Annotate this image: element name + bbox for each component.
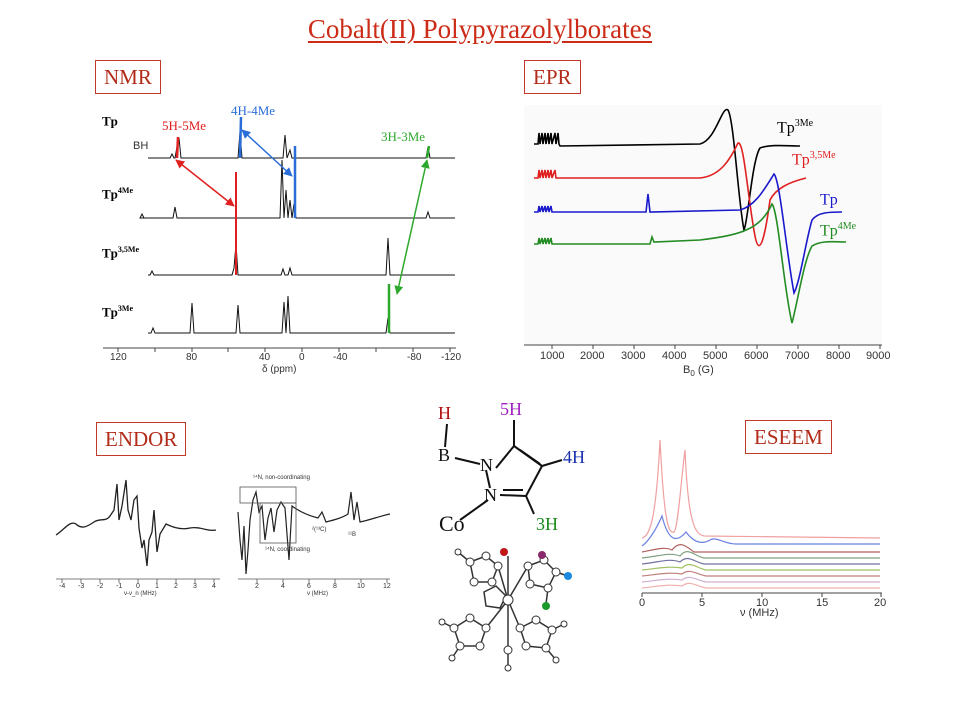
- nmr-xtick: 120: [110, 352, 127, 363]
- epr-xtick: 4000: [662, 350, 687, 362]
- eseem-xtick: 10: [756, 597, 769, 609]
- endor-xtick: 0: [136, 583, 140, 590]
- epr-xtick: 2000: [580, 350, 605, 362]
- endor-right-xlabel: ν (MHz): [307, 591, 328, 597]
- mol-n2-atom: N: [484, 485, 497, 505]
- mol-h-atom: H: [438, 403, 451, 423]
- eseem-xtick: 15: [816, 597, 829, 609]
- page-title: Cobalt(II) Polypyrazolylborates: [307, 14, 653, 44]
- nmr-xtick: -80: [407, 352, 422, 363]
- mol-3h-label: 3H: [536, 514, 558, 534]
- mol-co-atom: Co: [439, 511, 465, 536]
- epr-xtick: 7000: [785, 350, 810, 362]
- epr-label: EPR: [524, 60, 581, 94]
- epr-xtick: 3000: [621, 350, 646, 362]
- endor-xtick: 2: [174, 583, 178, 590]
- endor-xtick: 3: [193, 583, 197, 590]
- endor-label: ENDOR: [96, 422, 187, 456]
- endor-xtick: -2: [97, 583, 104, 590]
- endor-xtick: -4: [59, 583, 66, 590]
- endor-ann-c13: ²(¹³C): [312, 527, 327, 533]
- nmr-xtick: -40: [333, 352, 348, 363]
- epr-xlabel: B0 (G): [683, 364, 714, 379]
- endor-xtick: 4: [212, 583, 216, 590]
- nmr-peak-label-green: 3H-3Me: [381, 129, 426, 144]
- endor-xtick: 2: [255, 583, 259, 590]
- eseem-label: ESEEM: [745, 420, 832, 454]
- endor-ann-b11: ¹¹B: [348, 532, 356, 538]
- epr-xtick: 6000: [744, 350, 769, 362]
- epr-xtick: 5000: [703, 350, 728, 362]
- endor-ann-coord: ¹⁴N, coordinating: [265, 547, 310, 553]
- mol-5h-label: 5H: [500, 399, 522, 419]
- nmr-xtick: 40: [259, 352, 271, 363]
- nmr-trace-label-3: Tp3,5Me: [102, 245, 140, 261]
- nmr-trace-label-2: Tp4Me: [102, 186, 134, 202]
- nmr-trace-label-1: Tp: [102, 113, 118, 129]
- endor-xtick: 4: [281, 583, 285, 590]
- endor-ann-noncoord: ¹⁴N, non-coordinating: [253, 475, 310, 481]
- nmr-xtick: -120: [441, 352, 462, 363]
- endor-xtick: 10: [357, 583, 365, 590]
- epr-xtick: 1000: [540, 350, 565, 362]
- eseem-xtick: 0: [639, 597, 646, 609]
- epr-trace-label-3: Tp: [820, 191, 838, 209]
- mol-n1-atom: N: [480, 455, 493, 475]
- nmr-peak-label-red: 5H-5Me: [162, 118, 207, 133]
- epr-trace-label-1: Tp3Me: [777, 118, 814, 137]
- nmr-trace-tp35me: [148, 237, 455, 276]
- epr-trace-label-2: Tp3,5Me: [792, 150, 836, 169]
- mol-4h-label: 4H: [563, 447, 585, 467]
- eseem-xlabel: ν (MHz): [740, 607, 779, 619]
- nmr-trace-tp3me: [148, 295, 455, 334]
- epr-xtick: 8000: [826, 350, 851, 362]
- endor-left-xlabel: ν-ν_n (MHz): [124, 591, 157, 597]
- eseem-xtick: 5: [699, 597, 706, 609]
- nmr-bh-label: BH: [133, 140, 149, 152]
- endor-xtick: 6: [307, 583, 311, 590]
- nmr-peak-label-blue: 4H-4Me: [231, 103, 276, 118]
- mol-b-atom: B: [438, 445, 451, 465]
- nmr-xtick: 80: [186, 352, 198, 363]
- endor-xtick: 8: [333, 583, 337, 590]
- nmr-xlabel: δ (ppm): [262, 364, 297, 375]
- nmr-xtick: 0: [299, 352, 305, 363]
- endor-xtick: -3: [78, 583, 85, 590]
- epr-xtick: 9000: [866, 350, 891, 362]
- nmr-label: NMR: [95, 60, 161, 94]
- endor-xtick: 12: [383, 583, 391, 590]
- endor-xtick: -1: [116, 583, 123, 590]
- epr-trace-label-4: Tp4Me: [820, 221, 857, 240]
- nmr-trace-label-4: Tp3Me: [102, 304, 134, 320]
- eseem-xtick: 20: [874, 597, 887, 609]
- endor-xtick: 1: [155, 583, 159, 590]
